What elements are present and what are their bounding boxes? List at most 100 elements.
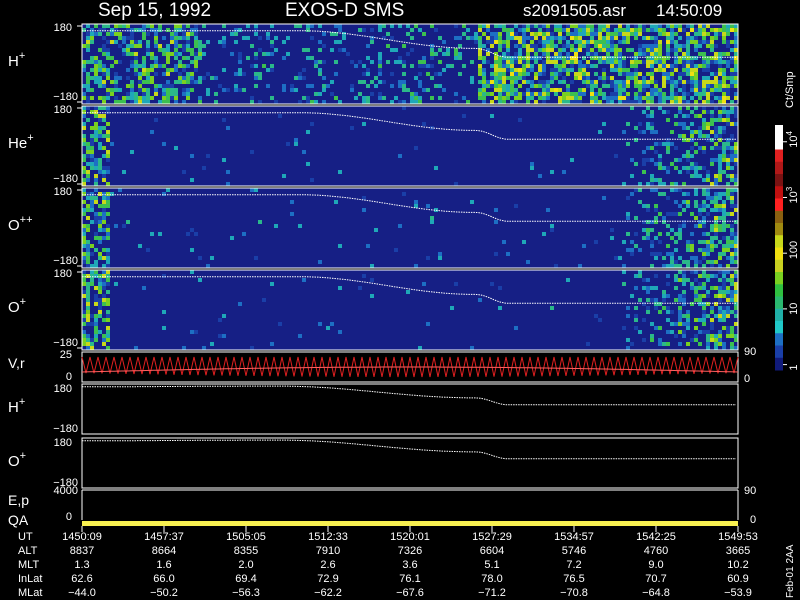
spectrogram-cell [142, 60, 146, 64]
spectrogram-cell [94, 298, 98, 302]
spectrogram-cell [146, 52, 150, 56]
spectrogram-cell [534, 56, 538, 60]
spectrogram-cell [574, 28, 578, 32]
spectrogram-cell [598, 40, 602, 44]
spectrogram-cell [714, 174, 718, 178]
spectrogram-cell [582, 88, 586, 92]
ymax-label: 180 [54, 268, 72, 280]
panel-label: O+ [8, 296, 26, 316]
spectrogram-cell [478, 48, 482, 52]
spectrogram-cell [722, 36, 726, 40]
spectrogram-cell [614, 154, 618, 158]
spectrogram-cell [646, 106, 650, 110]
spectrogram-cell [734, 286, 738, 290]
spectrogram-cell [82, 330, 86, 334]
spectrogram-cell [530, 162, 534, 166]
spectrogram-cell [386, 60, 390, 64]
spectrogram-cell [406, 52, 410, 56]
spectrogram-cell [646, 96, 650, 100]
spectrogram-cell [222, 158, 226, 162]
spectrogram-cell [562, 100, 566, 104]
spectrogram-cell [518, 52, 522, 56]
spectrogram-cell [678, 322, 682, 326]
spectrogram-cell [106, 110, 110, 114]
spectrogram-cell [486, 52, 490, 56]
spectrogram-cell [546, 32, 550, 36]
spectrogram-cell [630, 106, 634, 110]
spectrogram-cell [486, 84, 490, 88]
spectrogram-cell [506, 52, 510, 56]
spectrogram-cell [650, 228, 654, 232]
spectrogram-cell [726, 28, 730, 32]
spectrogram-cell [226, 126, 230, 130]
spectrogram-cell [502, 68, 506, 72]
spectrogram-cell [614, 68, 618, 72]
spectrogram-cell [94, 260, 98, 264]
spectrogram-cell [318, 60, 322, 64]
spectrogram-cells [82, 188, 738, 268]
spectrogram-cell [702, 60, 706, 64]
spectrogram-cell [378, 24, 382, 28]
spectrogram-cell [638, 200, 642, 204]
spectrogram-cell [142, 88, 146, 92]
spectrogram-cell [106, 68, 110, 72]
spectrogram-cell [726, 314, 730, 318]
spectrogram-cell [418, 96, 422, 100]
spectrogram-cell [86, 322, 90, 326]
spectrogram-cell [694, 84, 698, 88]
spectrogram-cell [418, 100, 422, 104]
spectrogram-cell [86, 60, 90, 64]
spectrogram-cell [658, 88, 662, 92]
spectrogram-cell [130, 92, 134, 96]
spectrogram-cell [722, 248, 726, 252]
spectrogram-cell [722, 228, 726, 232]
spectrogram-cell [702, 28, 706, 32]
spectrogram-cell [674, 274, 678, 278]
spectrogram-cell [86, 192, 90, 196]
spectrogram-cell [650, 24, 654, 28]
spectrogram-cell [638, 80, 642, 84]
spectrogram-cell [526, 24, 530, 28]
spectrogram-cell [682, 60, 686, 64]
spectrogram-cell [454, 36, 458, 40]
spectrogram-cell [626, 346, 630, 350]
spectrogram-cell [130, 40, 134, 44]
spectrogram-cell [186, 72, 190, 76]
spectrogram-cell [618, 24, 622, 28]
spectrogram-cell [698, 64, 702, 68]
spectrogram-cell [582, 44, 586, 48]
spectrogram-cell [106, 330, 110, 334]
spectrogram-cell [270, 68, 274, 72]
spectrogram-cell [186, 36, 190, 40]
spectrogram-cell [594, 314, 598, 318]
spectrogram-cell [734, 294, 738, 298]
spectrogram-cell [618, 40, 622, 44]
spectrogram-cell [506, 76, 510, 80]
spectrogram-cell [306, 130, 310, 134]
spectrogram-cell [198, 100, 202, 104]
spectrogram-cell [530, 166, 534, 170]
spectrogram-cell [682, 274, 686, 278]
spectrogram-cell [710, 274, 714, 278]
spectrogram-cell [534, 92, 538, 96]
spectrogram-cell [554, 36, 558, 40]
spectrogram-cell [638, 298, 642, 302]
spectrogram-cell [502, 52, 506, 56]
spectrogram-cell [686, 326, 690, 330]
spectrogram-cell [718, 60, 722, 64]
spectrogram-cell [714, 346, 718, 350]
spectrogram-cell [318, 24, 322, 28]
spectrogram-cell [82, 310, 86, 314]
header-date: Sep 15, 1992 [98, 0, 211, 21]
spectrogram-cell [86, 44, 90, 48]
spectrogram-cell [678, 122, 682, 126]
spectrogram-cell [678, 236, 682, 240]
colorbar-swatch [775, 259, 783, 273]
spectrogram-cell [686, 240, 690, 244]
colorbar-swatch [775, 137, 783, 150]
spectrogram-cell [670, 130, 674, 134]
spectrogram-cell [270, 40, 274, 44]
spectrogram-cell [390, 24, 394, 28]
spectrogram-cell [542, 52, 546, 56]
spectrogram-cell [638, 330, 642, 334]
